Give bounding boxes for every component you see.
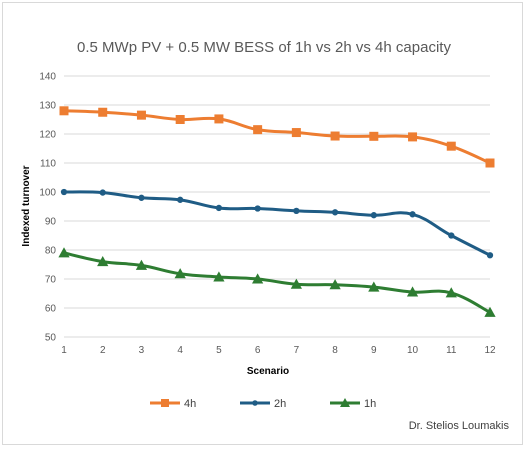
series-group [58,106,496,317]
author-credit: Dr. Stelios Loumakis [409,420,510,432]
legend-item-4h: 4h [150,398,196,410]
series-line-1h [63,251,491,314]
x-tick-2: 2 [100,345,106,356]
point-1h-10 [406,286,419,297]
y-tick-90: 90 [45,217,57,228]
legend-label-2h: 2h [274,398,286,410]
legend-label-4h: 4h [184,398,196,410]
y-axis-label: Indexed turnover [21,165,32,246]
y-tick-50: 50 [45,333,57,344]
y-tick-labels: 50 60 70 80 90 100 110 120 130 140 [39,72,56,344]
legend-marker-4h [161,399,169,407]
point-1h-9 [368,281,380,292]
y-tick-70: 70 [45,275,57,286]
y-tick-80: 80 [45,246,57,257]
legend-marker-2h [252,400,258,406]
point-1h-1 [58,247,70,258]
point-4h-10 [408,132,418,142]
y-tick-130: 130 [39,101,56,112]
y-tick-100: 100 [39,188,56,199]
point-4h-1 [59,106,69,116]
x-axis-label: Scenario [247,366,289,377]
point-4h-2 [98,107,108,117]
point-4h-3 [136,110,146,120]
point-2h-2 [99,189,106,196]
point-1h-7 [290,278,302,289]
legend-label-1h: 1h [364,398,376,410]
x-tick-11: 11 [446,345,457,356]
y-tick-120: 120 [39,130,56,141]
x-tick-10: 10 [407,345,419,356]
point-1h-6 [252,273,264,284]
point-1h-3 [135,259,148,270]
x-tick-3: 3 [139,345,145,356]
y-tick-110: 110 [40,159,56,170]
chart-title: 0.5 MWp PV + 0.5 MW BESS of 1h vs 2h vs … [77,39,451,56]
point-4h-7 [291,128,301,138]
gridlines [64,75,490,338]
point-4h-5 [214,114,224,124]
x-tick-12: 12 [484,345,496,356]
point-4h-12 [485,158,495,168]
x-tick-6: 6 [255,345,261,356]
series-4h [59,106,495,168]
y-tick-140: 140 [39,72,56,83]
x-tick-8: 8 [332,345,338,356]
point-1h-2 [97,255,109,267]
x-tick-4: 4 [177,345,183,356]
point-2h-7 [293,207,300,215]
x-tick-9: 9 [371,345,377,356]
series-line-2h [63,190,491,257]
point-1h-11 [445,287,457,298]
point-2h-5 [215,204,223,212]
point-4h-4 [175,115,185,124]
legend-marker-1h [340,398,350,407]
x-tick-1: 1 [61,345,67,356]
legend-item-1h: 1h [330,398,376,410]
series-1h [58,247,496,317]
point-2h-1 [60,188,68,196]
x-tick-5: 5 [216,345,222,356]
point-4h-11 [446,141,456,151]
point-4h-9 [369,131,379,141]
legend: 4h 2h 1h [150,398,376,410]
y-tick-60: 60 [45,304,57,315]
legend-item-2h: 2h [240,398,286,410]
point-2h-9 [370,212,377,219]
series-line-4h [63,109,491,165]
point-2h-3 [138,194,145,201]
point-1h-5 [213,271,225,282]
point-1h-4 [174,268,186,279]
series-2h [60,188,494,259]
point-1h-12 [484,306,496,317]
x-tick-labels: 1 2 3 4 5 6 7 8 9 10 11 12 [61,345,496,356]
point-1h-8 [329,279,341,290]
point-2h-4 [177,196,184,203]
point-4h-6 [253,125,263,135]
point-2h-8 [331,209,339,216]
point-4h-8 [330,131,340,141]
point-2h-6 [254,205,261,212]
point-2h-12 [486,252,494,259]
x-tick-7: 7 [294,345,300,356]
point-2h-11 [448,232,455,239]
point-2h-10 [409,211,416,218]
